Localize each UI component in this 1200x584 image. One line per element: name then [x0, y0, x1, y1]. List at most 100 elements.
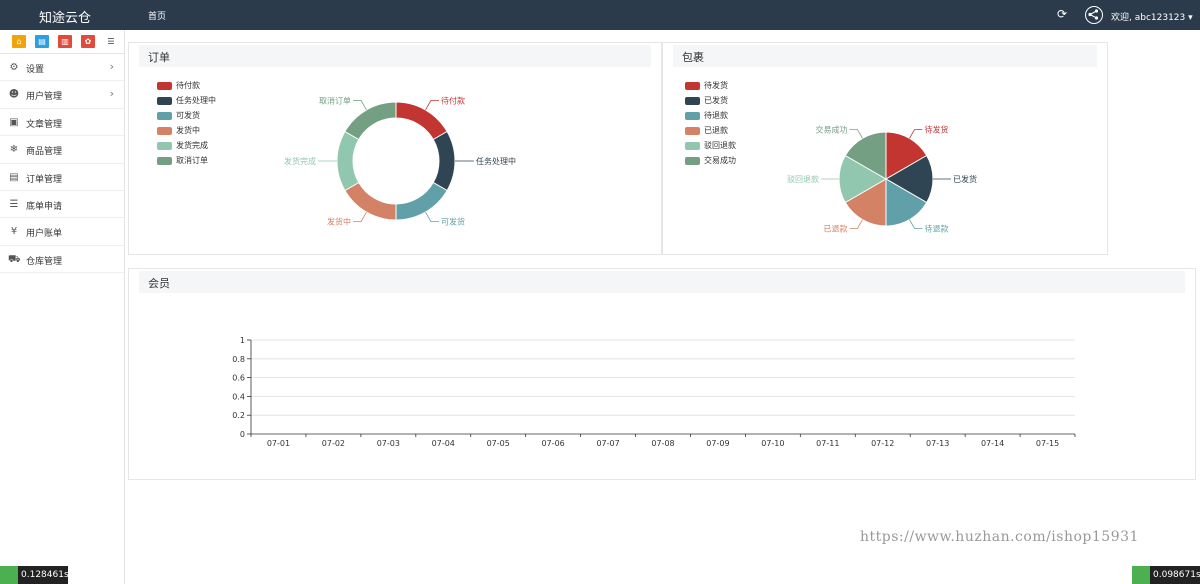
legend-swatch [685, 97, 700, 105]
sidebar-item-label: 仓库管理 [26, 256, 63, 267]
members-line-chart: 0 0.2 0.4 0.6 0.8 1 07-01 07-02 07-03 07-04 07-05 0… [232, 336, 1076, 448]
sidebar-item-label: 商品管理 [26, 147, 63, 158]
newspaper-icon: ▣ [9, 116, 19, 128]
pie-slice[interactable] [395, 181, 448, 221]
legend-label: 发货中 [176, 126, 200, 135]
sidebar-menu: ⚙ 设置 › ☻ 用户管理 › ▣ 文章管理 ❄ 商品管理 ▤ 订单管理 ☰ 底单申请 ¥ 用户账单 ⛟ 仓库管理 [0, 54, 124, 274]
legend-label: 待发货 [704, 81, 728, 90]
pie-slice[interactable] [885, 131, 928, 180]
x-tick-label: 07-05 [487, 439, 510, 448]
x-tick-label: 07-01 [267, 439, 290, 448]
x-tick-label: 07-11 [816, 439, 839, 448]
legend-label: 发货完成 [176, 141, 208, 150]
members-panel-title: 会员 [148, 277, 170, 290]
refresh-icon[interactable]: ⟳ [1056, 7, 1068, 21]
sidebar-item-label: 订单管理 [26, 174, 63, 185]
pie-slice[interactable] [432, 130, 456, 192]
pie-slice-label: 取消订单 [319, 95, 351, 105]
legend-label: 可发货 [176, 111, 200, 120]
legend-label: 待付款 [176, 81, 200, 90]
pie-slice-label: 待付款 [441, 95, 465, 105]
legend-label: 驳回退款 [704, 141, 736, 150]
pie-label-line [353, 99, 367, 111]
user-menu[interactable]: 欢迎, abc123123 ▾ [1111, 13, 1193, 23]
trash-icon[interactable]: ▥ [58, 35, 72, 48]
x-tick-label: 07-13 [926, 439, 949, 448]
orders-panel: 订单 待付款 任务处理中 可发货 发货中 发货完成 取消订单 待付款 任务处理中 可发货 发货中… [128, 42, 662, 255]
legend-swatch [685, 157, 700, 165]
pie-label-line [849, 129, 863, 139]
x-tick-label: 07-09 [706, 439, 729, 448]
y-tick-label: 0 [240, 430, 245, 439]
legend-swatch [157, 127, 172, 135]
pie-slice[interactable] [885, 178, 928, 227]
pie-label-line [353, 211, 367, 223]
sidebar-item-label: 用户管理 [26, 92, 63, 103]
packages-panel: 包裹 待发货 已发货 待退款 已退款 驳回退款 交易成功 待发货 已发货 待退款 已退款 驳回退款… [662, 42, 1108, 255]
list-icon[interactable]: ☰ [104, 35, 118, 48]
timer-logo-icon [0, 566, 18, 584]
pie-slice-label: 任务处理中 [476, 156, 516, 166]
x-tick-label: 07-02 [322, 439, 345, 448]
file-icon[interactable]: ▤ [35, 35, 49, 48]
timer-left: 0.128461s [0, 566, 69, 584]
pie-label-line [909, 129, 923, 139]
timer-right: 0.098671s [1132, 566, 1200, 584]
members-panel: 会员 0 0.2 0.4 0.6 0.8 1 07-01 07-02 07-03 07-04 07-… [128, 268, 1196, 480]
sidebar-item-0[interactable]: ⚙ 设置 › [0, 54, 124, 82]
legend-swatch [157, 157, 172, 165]
x-tick-label: 07-03 [377, 439, 400, 448]
sidebar-item-4[interactable]: ▤ 订单管理 [0, 164, 124, 191]
pie-slice[interactable] [844, 178, 887, 227]
sidebar-item-6[interactable]: ¥ 用户账单 [0, 218, 124, 246]
home-icon[interactable]: ⌂ [12, 35, 26, 48]
x-tick-label: 07-15 [1036, 439, 1059, 448]
share-icon[interactable] [1085, 6, 1103, 24]
pie-slice-label: 待发货 [925, 125, 949, 135]
timer-logo-icon [1132, 566, 1150, 584]
legend-swatch [685, 127, 700, 135]
members-panel-header: 会员 [139, 271, 1185, 293]
sidebar-item-1[interactable]: ☻ 用户管理 › [0, 81, 124, 109]
pie-slice[interactable] [344, 101, 397, 141]
y-tick-label: 0.6 [232, 374, 245, 383]
pie-label-line [425, 211, 439, 223]
pie-slice[interactable] [838, 154, 887, 204]
pie-slice[interactable] [844, 131, 887, 180]
pie-label-line [425, 99, 439, 111]
sidebar-item-2[interactable]: ▣ 文章管理 [0, 109, 124, 137]
pie-slice-label: 已发货 [953, 174, 977, 184]
users-icon: ☻ [8, 89, 20, 101]
pie-slice[interactable] [344, 181, 397, 221]
pie-slice-label: 发货完成 [284, 156, 316, 166]
packages-panel-header: 包裹 [673, 45, 1097, 67]
top-navbar: 知途云仓 首页 ⟳ 欢迎, abc123123 ▾ [0, 0, 1200, 30]
sidebar-item-label: 用户账单 [26, 229, 63, 240]
legend-swatch [157, 97, 172, 105]
legend-label: 待退款 [704, 111, 728, 120]
bars-icon: ☰ [9, 198, 19, 210]
legend-label: 取消订单 [176, 156, 208, 165]
pie-slice[interactable] [885, 154, 934, 204]
pie-slice-label: 驳回退款 [787, 174, 819, 184]
sidebar-item-5[interactable]: ☰ 底单申请 [0, 191, 124, 219]
sidebar-item-7[interactable]: ⛟ 仓库管理 [0, 246, 124, 274]
sidebar-item-3[interactable]: ❄ 商品管理 [0, 136, 124, 164]
brand-logo[interactable]: 知途云仓 [39, 11, 92, 26]
timer-right-value: 0.098671s [1153, 570, 1200, 580]
legend-swatch [685, 112, 700, 120]
pie-slice-label: 交易成功 [816, 125, 848, 135]
y-tick-label: 0.8 [232, 355, 245, 364]
x-tick-label: 07-04 [432, 439, 455, 448]
nav-home-link[interactable]: 首页 [148, 12, 167, 22]
sidebar-item-label: 设置 [26, 65, 45, 75]
orders-panel-header: 订单 [139, 45, 651, 67]
yen-icon: ¥ [10, 226, 18, 238]
pie-slice[interactable] [395, 101, 448, 141]
legend-label: 已退款 [704, 126, 728, 135]
shortcut-bar: ⌂ ▤ ▥ ✿ ☰ [0, 30, 124, 54]
pie-slice[interactable] [336, 130, 360, 192]
legend-swatch [685, 82, 700, 90]
recycle-icon[interactable]: ✿ [81, 35, 95, 48]
